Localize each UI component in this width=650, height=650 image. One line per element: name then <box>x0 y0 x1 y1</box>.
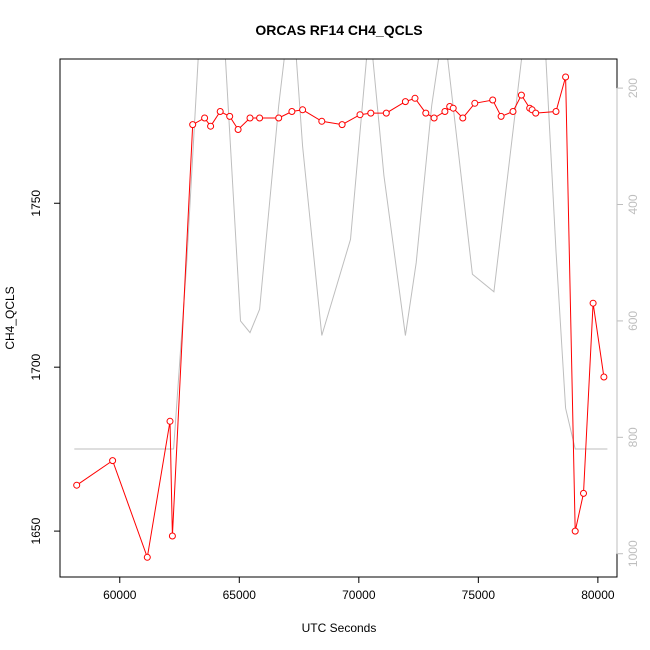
x-tick-label: 80000 <box>581 588 615 602</box>
left-axis-series-line <box>77 77 604 557</box>
y-tick-label: 1750 <box>29 190 43 217</box>
data-point <box>368 110 374 116</box>
data-point <box>257 115 263 121</box>
data-point <box>553 109 559 115</box>
y-tick-label: 1700 <box>29 354 43 381</box>
x-tick-label: 70000 <box>342 588 376 602</box>
data-point <box>518 92 524 98</box>
data-point <box>235 127 241 133</box>
right-axis-series-line <box>74 24 607 449</box>
data-point <box>217 109 223 115</box>
data-point <box>402 99 408 105</box>
data-point <box>490 97 496 103</box>
data-point <box>300 107 306 113</box>
data-point <box>601 374 607 380</box>
data-point <box>412 95 418 101</box>
y2-tick-label: 600 <box>626 311 640 331</box>
x-tick-label: 60000 <box>103 588 137 602</box>
data-point <box>460 115 466 121</box>
data-point <box>190 122 196 128</box>
chart-title: ORCAS RF14 CH4_QCLS <box>255 22 422 38</box>
data-point <box>581 490 587 496</box>
data-point <box>202 115 208 121</box>
data-point <box>339 122 345 128</box>
y2-tick-label: 400 <box>626 194 640 214</box>
data-point <box>450 105 456 111</box>
data-point <box>472 100 478 106</box>
data-point <box>572 528 578 534</box>
y-axis: 1650 1700 1750 <box>29 190 60 545</box>
data-point <box>510 109 516 115</box>
y2-tick-label: 800 <box>626 427 640 447</box>
data-point <box>498 113 504 119</box>
data-point <box>431 115 437 121</box>
data-point <box>590 300 596 306</box>
data-point <box>169 533 175 539</box>
data-point <box>167 418 173 424</box>
y-tick-label: 1650 <box>29 517 43 544</box>
x-axis-label: UTC Seconds <box>302 621 377 635</box>
y2-tick-label: 200 <box>626 78 640 98</box>
data-point <box>563 74 569 80</box>
right-axis-series-group <box>74 24 607 449</box>
data-point <box>110 458 116 464</box>
data-point <box>357 112 363 118</box>
data-point <box>74 482 80 488</box>
data-point <box>276 115 282 121</box>
data-point <box>423 110 429 116</box>
plot-frame <box>60 59 617 577</box>
data-point <box>533 110 539 116</box>
data-point <box>289 109 295 115</box>
y-axis-label: CH4_QCLS <box>3 286 17 349</box>
data-point <box>247 115 253 121</box>
y2-tick-label: 1000 <box>626 540 640 567</box>
left-axis-series-group <box>74 74 607 560</box>
y2-axis: 200 400 600 800 1000 <box>617 78 640 567</box>
data-point <box>208 123 214 129</box>
x-axis: 60000 65000 70000 75000 80000 <box>103 577 615 602</box>
x-tick-label: 65000 <box>223 588 257 602</box>
data-point <box>227 113 233 119</box>
data-point <box>144 554 150 560</box>
data-point <box>319 118 325 124</box>
x-tick-label: 75000 <box>462 588 496 602</box>
data-point <box>383 110 389 116</box>
data-point <box>442 109 448 115</box>
